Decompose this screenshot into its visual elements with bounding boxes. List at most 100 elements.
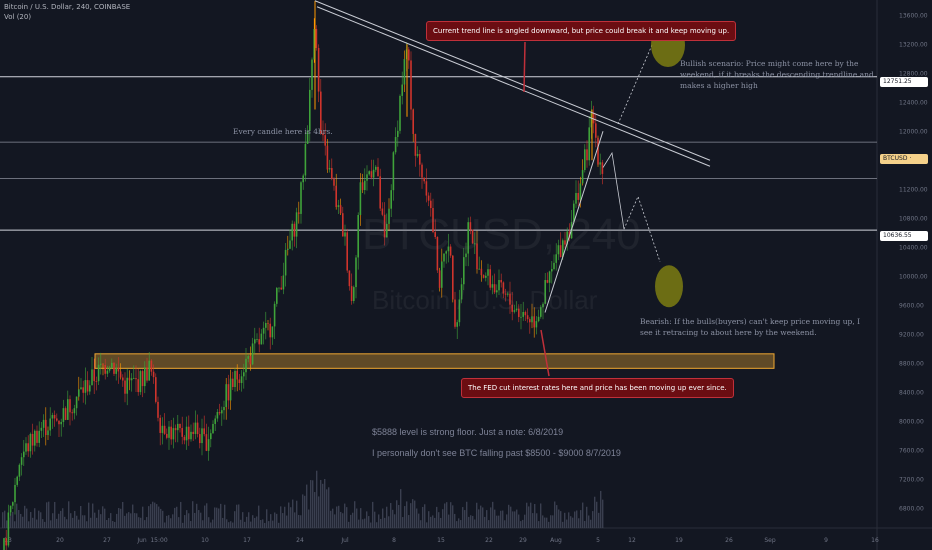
candle-body bbox=[346, 232, 348, 271]
volume-bar bbox=[220, 503, 222, 528]
volume-bar bbox=[180, 501, 182, 528]
candle-body bbox=[179, 423, 181, 429]
volume-bar bbox=[38, 510, 40, 528]
volume-bar bbox=[264, 522, 266, 528]
volume-bar bbox=[140, 517, 142, 528]
x-tick-label: 24 bbox=[296, 537, 304, 544]
candle-body bbox=[298, 212, 300, 214]
volume-bar bbox=[328, 487, 330, 528]
candle-body bbox=[311, 59, 313, 90]
trendline-callout[interactable]: Current trend line is angled downward, b… bbox=[426, 21, 737, 41]
volume-bar bbox=[114, 521, 116, 528]
y-tick-label: 10800.00 bbox=[899, 215, 928, 222]
candle-body bbox=[80, 387, 82, 390]
volume-bar bbox=[466, 501, 468, 528]
candle-body bbox=[564, 240, 566, 245]
y-tick-label: 13200.00 bbox=[899, 41, 928, 48]
volume-bar bbox=[518, 514, 520, 528]
candle-body bbox=[168, 426, 170, 438]
volume-bar bbox=[588, 515, 590, 528]
volume-bar bbox=[274, 512, 276, 528]
volume-bar bbox=[268, 521, 270, 528]
volume-bar bbox=[154, 502, 156, 528]
volume-bar bbox=[102, 506, 104, 528]
y-tick-label: 12800.00 bbox=[899, 70, 928, 77]
fed-callout[interactable]: The FED cut interest rates here and pric… bbox=[461, 378, 734, 398]
candle-body bbox=[551, 268, 553, 272]
volume-bar bbox=[494, 509, 496, 528]
candle-body bbox=[236, 370, 238, 380]
candle-body bbox=[326, 145, 329, 170]
volume-bar bbox=[472, 515, 474, 528]
candle-body bbox=[122, 377, 124, 381]
volume-bar bbox=[208, 517, 210, 528]
symbol-title[interactable]: Bitcoin / U.S. Dollar, 240, COINBASE bbox=[4, 3, 131, 11]
candle-body bbox=[177, 423, 179, 431]
volume-bar bbox=[72, 517, 74, 528]
candle-body bbox=[115, 368, 117, 374]
candle-body bbox=[353, 287, 355, 301]
volume-bar bbox=[542, 515, 544, 528]
candle-body bbox=[36, 430, 38, 443]
candle-body bbox=[254, 339, 256, 344]
volume-bar bbox=[434, 517, 436, 528]
y-tick-label: 6800.00 bbox=[899, 505, 924, 512]
volume-bar bbox=[598, 512, 600, 528]
candle-body bbox=[62, 408, 65, 422]
volume-bar bbox=[548, 521, 550, 528]
volume-bar bbox=[108, 518, 110, 528]
candle-body bbox=[542, 303, 544, 308]
candle-body bbox=[243, 372, 245, 377]
volume-bar bbox=[514, 511, 516, 528]
volume-bar bbox=[228, 522, 230, 528]
volume-bar bbox=[168, 515, 170, 528]
candle-body bbox=[313, 29, 315, 60]
candle-body bbox=[201, 428, 203, 444]
candle-body bbox=[511, 304, 513, 312]
volume-bar bbox=[100, 514, 102, 528]
candle-body bbox=[581, 170, 584, 184]
volume-bar bbox=[42, 519, 44, 528]
x-tick-label: 20 bbox=[56, 537, 64, 544]
volume-bar bbox=[430, 516, 432, 528]
volume-indicator-label[interactable]: Vol (20) bbox=[4, 13, 32, 21]
volume-bar bbox=[170, 518, 172, 528]
candle-body bbox=[577, 192, 579, 200]
y-tick-label: 13600.00 bbox=[899, 12, 928, 19]
volume-bar bbox=[16, 503, 18, 528]
candle-body bbox=[518, 308, 520, 317]
candle-body bbox=[562, 240, 564, 258]
price-label-10636[interactable]: 10636.55 bbox=[880, 231, 928, 241]
candle-body bbox=[84, 380, 87, 393]
volume-bar bbox=[116, 513, 118, 528]
volume-bar bbox=[214, 507, 216, 528]
candle-body bbox=[546, 280, 549, 283]
volume-bar bbox=[580, 510, 582, 528]
volume-bar bbox=[240, 519, 242, 528]
volume-bar bbox=[534, 503, 536, 528]
volume-bar bbox=[232, 522, 234, 528]
volume-bar bbox=[284, 506, 286, 528]
volume-bar bbox=[92, 503, 94, 528]
volume-bar bbox=[260, 519, 262, 528]
descending-trendline-parallel bbox=[316, 6, 711, 167]
volume-bar bbox=[382, 508, 384, 528]
candle-body bbox=[141, 371, 144, 387]
candle-body bbox=[478, 268, 480, 270]
candle-body bbox=[152, 371, 155, 378]
candle-body bbox=[324, 135, 326, 146]
candle-body bbox=[124, 380, 126, 394]
price-label-current[interactable]: BTCUSD · 11529 bbox=[880, 154, 928, 172]
volume-bar bbox=[552, 515, 554, 528]
volume-bar bbox=[310, 480, 312, 528]
volume-bar bbox=[62, 508, 64, 528]
candle-body bbox=[590, 112, 593, 128]
candle-body bbox=[267, 322, 269, 324]
candle-body bbox=[23, 451, 25, 458]
volume-bar bbox=[58, 513, 60, 528]
x-tick-label: Jul bbox=[340, 537, 349, 544]
volume-bar bbox=[564, 512, 566, 528]
candle-timeframe-note: Every candle here is 4hrs. bbox=[233, 127, 333, 136]
price-label-12751[interactable]: 12751.25 bbox=[880, 77, 928, 87]
